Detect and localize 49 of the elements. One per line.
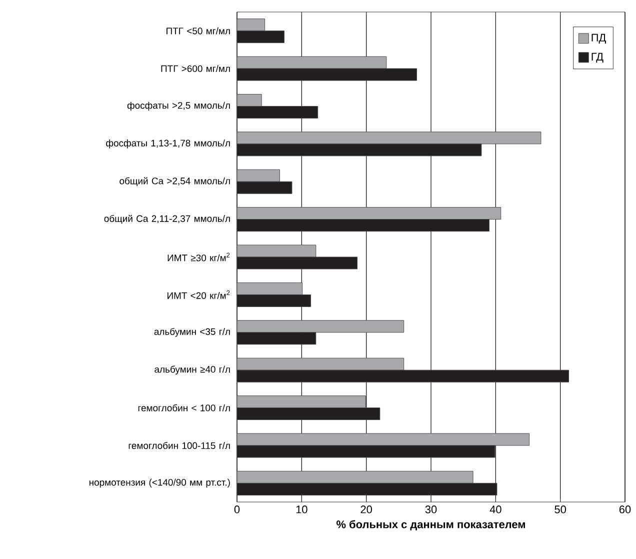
- y-tick-label: нормотензия (<140/90 мм рт.ст.): [89, 478, 230, 488]
- bar: [237, 56, 387, 69]
- y-tick-label: фосфаты 1,13-1,78 ммоль/л: [106, 140, 230, 148]
- bar: [237, 445, 496, 458]
- x-tick-label: 30: [425, 506, 437, 514]
- y-tick-label: гемоглобин 100-115 г/л: [128, 442, 230, 449]
- x-tick-label: 20: [360, 506, 372, 514]
- legend-label: ПД: [592, 34, 606, 44]
- x-tick-label: 50: [554, 506, 566, 514]
- y-tick-label: гемоглобин < 100 г/л: [138, 404, 230, 412]
- x-tick-label: 40: [490, 506, 502, 514]
- y-tick-label: общий Ca >2,54 ммоль/л: [120, 177, 230, 186]
- bar: [237, 144, 482, 156]
- bar: [237, 320, 404, 333]
- bar: [237, 181, 292, 194]
- bar: [237, 370, 569, 382]
- bar: [237, 244, 316, 258]
- bar: [237, 408, 380, 420]
- bar: [237, 106, 318, 118]
- bar: [237, 18, 266, 32]
- bar: [237, 256, 358, 270]
- bar: [237, 294, 311, 307]
- bar: [237, 433, 530, 446]
- bar: [237, 396, 366, 408]
- y-tick-label: ИМТ <20 кг/м$^{2}$: [168, 290, 230, 299]
- bar: [237, 282, 303, 295]
- bar: [237, 68, 418, 81]
- bar: [237, 207, 502, 220]
- x-tick-label: 0: [234, 506, 240, 514]
- y-tick-label: альбумин <35 г/л: [154, 328, 230, 337]
- y-tick-label: общий Ca 2,11-2,37 ммоль/л: [104, 214, 230, 224]
- y-tick-label: фосфаты >2,5 ммоль/л: [127, 102, 230, 111]
- bar: [237, 219, 490, 232]
- bar: [237, 470, 474, 484]
- bar: [237, 30, 284, 44]
- x-axis-title: % больных с данным показателем: [336, 520, 525, 530]
- x-tick-label: 10: [296, 506, 308, 514]
- legend-label: ГД: [592, 52, 604, 63]
- bar: [237, 332, 316, 345]
- y-tick-label: ИМТ ≥30 кг/м$^{2}$: [168, 252, 230, 262]
- x-tick-label: 60: [619, 506, 631, 514]
- bar: [237, 482, 498, 496]
- y-tick-label: ПТГ <50 мг/мл: [166, 27, 230, 34]
- y-tick-label: ПТГ >600 мг/мл: [161, 65, 230, 72]
- bar: [237, 169, 280, 182]
- bar: [237, 132, 542, 144]
- y-tick-label: альбумин ≥40 г/л: [154, 366, 230, 375]
- bar: [237, 358, 404, 370]
- bar: [237, 94, 262, 106]
